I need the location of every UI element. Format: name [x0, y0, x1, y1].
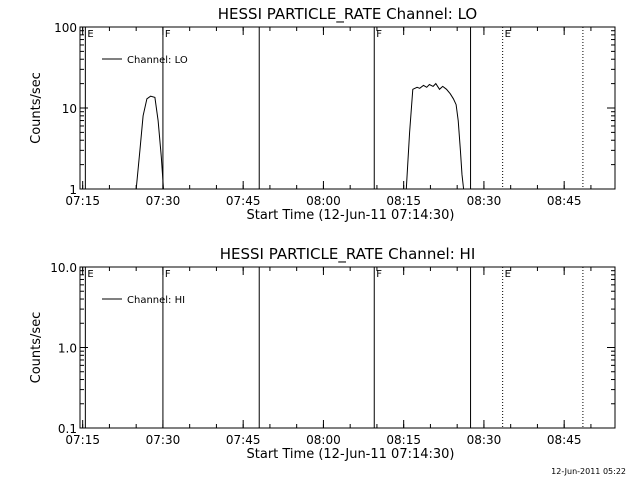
x-tick-label: 07:15 — [65, 194, 100, 208]
event-marker-label: F — [165, 29, 171, 40]
event-marker-label: E — [505, 29, 511, 40]
x-tick-label: 08:30 — [467, 194, 502, 208]
y-tick-label: 10.0 — [50, 261, 77, 275]
x-tick-label: 08:00 — [306, 433, 341, 447]
event-marker-label: E — [505, 269, 511, 280]
y-tick-label: 1 — [69, 183, 77, 197]
event-marker-label: F — [165, 269, 171, 280]
chart-title: HESSI PARTICLE_RATE Channel: HI — [220, 245, 476, 264]
y-tick-label: 100 — [54, 21, 77, 35]
data-series-line — [135, 95, 164, 190]
plot-frame — [79, 26, 616, 190]
x-tick-label: 08:45 — [547, 433, 582, 447]
y-tick-label: 10 — [62, 102, 77, 116]
y-tick-label: 0.1 — [58, 422, 77, 436]
x-tick-label: 07:45 — [226, 433, 261, 447]
x-tick-label: 08:45 — [547, 194, 582, 208]
x-tick-label: 07:15 — [65, 433, 100, 447]
y-axis-label: Counts/sec — [29, 72, 44, 144]
hi-channel-panel: HESSI PARTICLE_RATE Channel: HI 07:15 07:3… — [29, 245, 616, 462]
legend-label: Channel: LO — [127, 55, 188, 66]
x-tick-label: 07:30 — [146, 433, 181, 447]
y-axis-label: Counts/sec — [29, 312, 44, 384]
legend-label: Channel: HI — [127, 295, 185, 306]
x-axis-label: Start Time (12-Jun-11 07:14:30) — [247, 208, 455, 223]
x-tick-label: 08:15 — [386, 433, 421, 447]
event-marker-label: E — [87, 269, 93, 280]
x-tick-label: 07:45 — [226, 194, 261, 208]
x-tick-label: 08:30 — [467, 433, 502, 447]
x-tick-label: 08:15 — [386, 194, 421, 208]
y-tick-label: 1.0 — [58, 342, 77, 356]
footer-timestamp: 12-Jun-2011 05:22 — [551, 467, 626, 476]
lo-channel-panel: HESSI PARTICLE_RATE Channel: LO 07:15 07:3… — [29, 5, 616, 223]
x-axis-label: Start Time (12-Jun-11 07:14:30) — [247, 447, 455, 462]
event-marker-label: F — [376, 269, 382, 280]
data-series-line — [405, 82, 465, 190]
x-tick-label: 08:00 — [306, 194, 341, 208]
chart-title: HESSI PARTICLE_RATE Channel: LO — [218, 5, 477, 24]
event-marker-label: E — [87, 29, 93, 40]
x-tick-label: 07:30 — [146, 194, 181, 208]
event-marker-label: F — [376, 29, 382, 40]
plot-frame — [79, 266, 616, 429]
